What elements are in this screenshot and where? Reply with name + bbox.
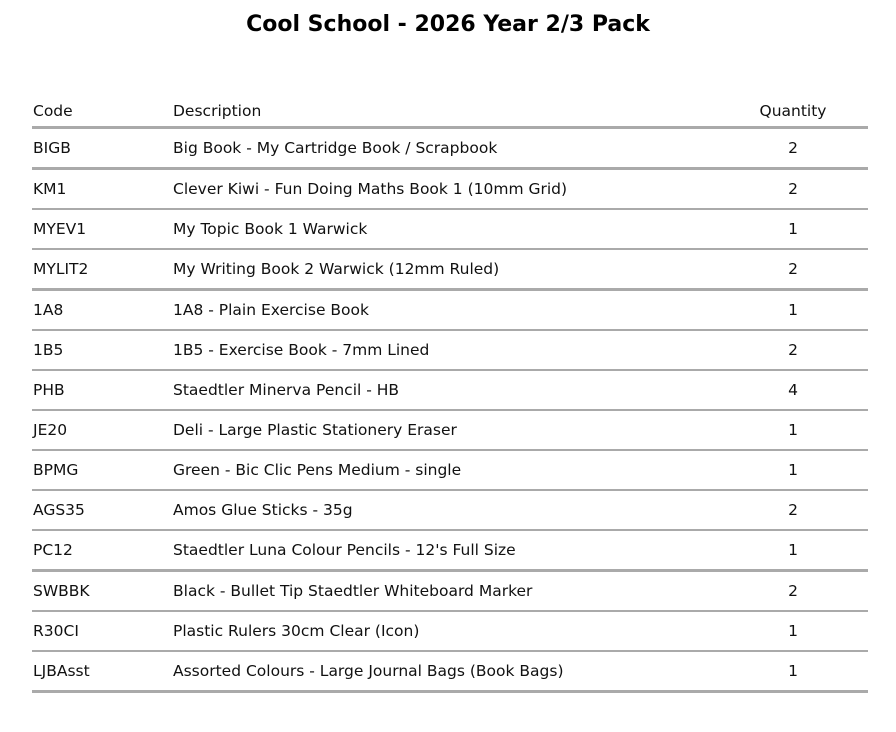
- page-title: Cool School - 2026 Year 2/3 Pack: [246, 12, 650, 37]
- item-description: 1B5 - Exercise Book - 7mm Lined: [172, 330, 717, 371]
- item-code: 1A8: [32, 289, 172, 331]
- header-code: Code: [32, 102, 172, 129]
- item-code: MYLIT2: [32, 249, 172, 291]
- item-code: PHB: [32, 370, 172, 411]
- item-quantity: 1: [717, 450, 868, 491]
- item-description: Staedtler Luna Colour Pencils - 12's Ful…: [172, 530, 717, 572]
- item-code: MYEV1: [32, 209, 172, 250]
- item-quantity: 2: [717, 330, 868, 371]
- item-description: Staedtler Minerva Pencil - HB: [172, 370, 717, 411]
- item-description: Amos Glue Sticks - 35g: [172, 490, 717, 531]
- item-code: LJBAsst: [32, 651, 172, 693]
- item-code: R30CI: [32, 611, 172, 652]
- item-description: Assorted Colours - Large Journal Bags (B…: [172, 651, 717, 693]
- item-code: PC12: [32, 530, 172, 572]
- item-quantity: 2: [717, 490, 868, 531]
- table-header-row: Code Description Quantity: [32, 102, 868, 129]
- item-quantity: 1: [717, 530, 868, 572]
- item-description: My Topic Book 1 Warwick: [172, 209, 717, 250]
- header-quantity: Quantity: [717, 102, 868, 129]
- table-row: SWBBK Black - Bullet Tip Staedtler Whiteb…: [32, 570, 868, 612]
- item-description: Plastic Rulers 30cm Clear (Icon): [172, 611, 717, 652]
- item-code: BIGB: [32, 127, 172, 170]
- table-row: BIGB Big Book - My Cartridge Book / Scrap…: [32, 127, 868, 170]
- table-row: KM1 Clever Kiwi - Fun Doing Maths Book 1 …: [32, 168, 868, 210]
- item-description: Clever Kiwi - Fun Doing Maths Book 1 (10…: [172, 168, 717, 210]
- item-code: KM1: [32, 168, 172, 210]
- table-row: AGS35 Amos Glue Sticks - 35g 2: [32, 490, 868, 531]
- item-quantity: 1: [717, 651, 868, 693]
- item-quantity: 2: [717, 249, 868, 291]
- item-quantity: 4: [717, 370, 868, 411]
- item-description: Deli - Large Plastic Stationery Eraser: [172, 410, 717, 451]
- table-row: BPMG Green - Bic Clic Pens Medium - singl…: [32, 450, 868, 491]
- table-row: PHB Staedtler Minerva Pencil - HB 4: [32, 370, 868, 411]
- item-description: Green - Bic Clic Pens Medium - single: [172, 450, 717, 491]
- table-row: PC12 Staedtler Luna Colour Pencils - 12's…: [32, 530, 868, 572]
- item-quantity: 1: [717, 289, 868, 331]
- item-quantity: 2: [717, 570, 868, 612]
- pack-items-table: Code Description Quantity BIGB Big Book -…: [32, 102, 868, 693]
- item-code: AGS35: [32, 490, 172, 531]
- item-code: SWBBK: [32, 570, 172, 612]
- table-row: JE20 Deli - Large Plastic Stationery Eras…: [32, 410, 868, 451]
- table-row: 1B5 1B5 - Exercise Book - 7mm Lined 2: [32, 330, 868, 371]
- header-description: Description: [172, 102, 717, 129]
- item-description: Black - Bullet Tip Staedtler Whiteboard …: [172, 570, 717, 612]
- table-row: 1A8 1A8 - Plain Exercise Book 1: [32, 289, 868, 331]
- table-row: MYLIT2 My Writing Book 2 Warwick (12mm Ru…: [32, 249, 868, 291]
- item-quantity: 2: [717, 168, 868, 210]
- item-code: 1B5: [32, 330, 172, 371]
- item-quantity: 1: [717, 611, 868, 652]
- item-code: BPMG: [32, 450, 172, 491]
- table-row: MYEV1 My Topic Book 1 Warwick 1: [32, 209, 868, 250]
- item-quantity: 2: [717, 127, 868, 170]
- item-code: JE20: [32, 410, 172, 451]
- item-description: Big Book - My Cartridge Book / Scrapbook: [172, 127, 717, 170]
- item-description: 1A8 - Plain Exercise Book: [172, 289, 717, 331]
- item-description: My Writing Book 2 Warwick (12mm Ruled): [172, 249, 717, 291]
- item-quantity: 1: [717, 410, 868, 451]
- item-quantity: 1: [717, 209, 868, 250]
- table-row: LJBAsst Assorted Colours - Large Journal …: [32, 651, 868, 693]
- table-row: R30CI Plastic Rulers 30cm Clear (Icon) 1: [32, 611, 868, 652]
